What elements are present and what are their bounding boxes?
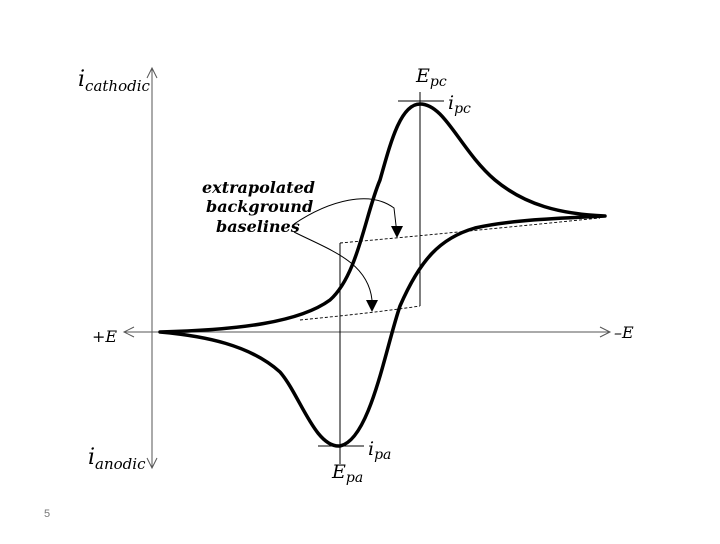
ipa-label: ipa [368, 438, 391, 463]
epa-label: Epa [331, 461, 363, 486]
x-axis-right-arrow [599, 326, 612, 338]
annotation-leader-upper [293, 198, 398, 235]
x-axis-left-arrow [122, 326, 135, 338]
y-axis-top-arrow [146, 66, 158, 79]
y-axis-top-label: icathodic [78, 67, 151, 95]
annotation-leader-lower [293, 231, 373, 308]
y-axis-bottom-label: ianodic [88, 445, 146, 473]
annotation-line-1: extrapolated [202, 178, 315, 197]
cv-curve [158, 102, 607, 448]
annotation-line-3: baselines [216, 217, 300, 236]
annotation-arrowhead-upper [391, 226, 403, 238]
x-axis-right-label: –E [614, 323, 634, 342]
x-axis-left-label: +E [92, 327, 117, 346]
slide-number: 5 [44, 508, 51, 520]
ipc-label: ipc [448, 92, 471, 117]
epc-label: Epc [415, 65, 447, 90]
annotation-line-2: background [206, 197, 313, 216]
annotation-arrowhead-lower [366, 300, 378, 312]
anodic-baseline [299, 305, 421, 321]
y-axis-bottom-arrow [146, 457, 158, 470]
